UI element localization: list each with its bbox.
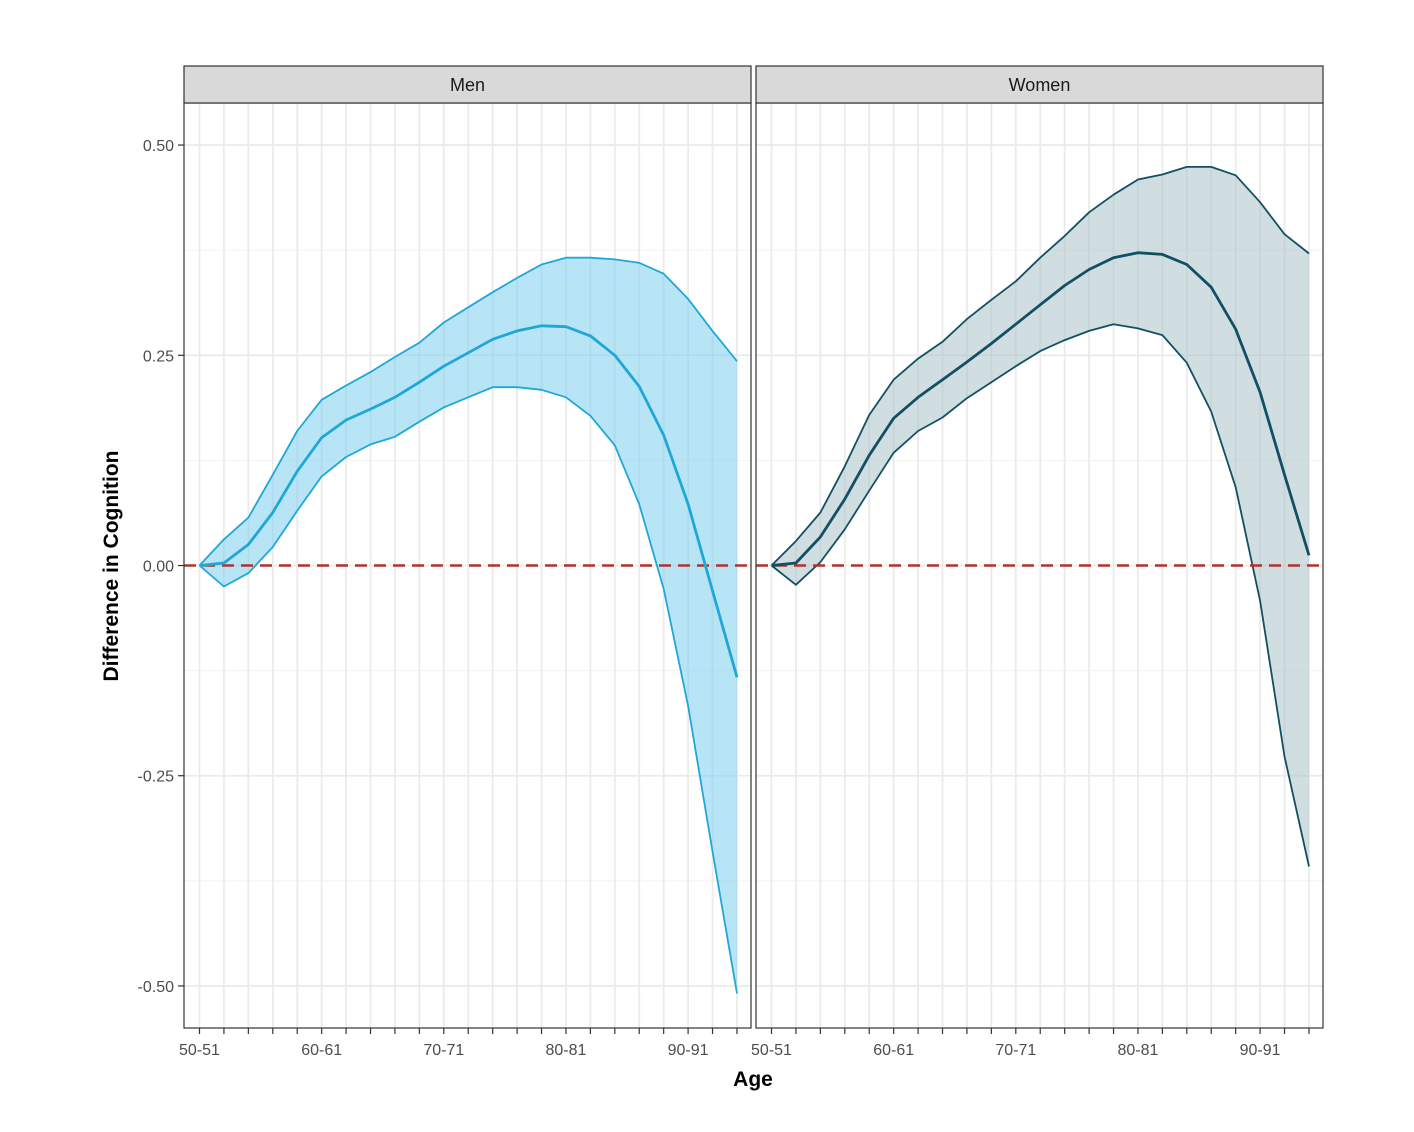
y-tick-label: 0.00 — [143, 559, 174, 576]
x-tick-label: 60-61 — [301, 1042, 342, 1059]
y-axis-title: Difference in Cognition — [100, 451, 123, 682]
estimate-line — [199, 324, 739, 678]
y-tick-label: 0.50 — [143, 138, 174, 155]
x-tick-label: 90-91 — [668, 1042, 709, 1059]
upper-bound-line — [770, 165, 1310, 567]
strip-header — [755, 65, 1324, 104]
x-tick-label: 50-51 — [179, 1042, 220, 1059]
confidence-band — [199, 257, 737, 994]
lower-bound-line — [198, 386, 738, 994]
upper-bound-line — [198, 256, 738, 567]
panel-men: Men 50-51 60-61 70-71 80-81 90-91 — [179, 65, 752, 1059]
estimate-line — [771, 251, 1311, 567]
y-tick-label: -0.50 — [138, 979, 175, 996]
x-tick-label: 50-51 — [751, 1042, 792, 1059]
confidence-band — [771, 166, 1309, 867]
y-axis: 0.50 0.25 0.00 -0.25 -0.50 — [138, 138, 184, 996]
strip-label: Women — [1009, 75, 1071, 95]
strip-header — [183, 65, 752, 104]
lower-bound-line — [770, 323, 1310, 867]
facet-panels: Men 50-51 60-61 70-71 80-81 90-91 Women 50-51 60… — [179, 65, 1324, 1059]
x-tick-label: 80-81 — [1117, 1042, 1158, 1059]
y-tick-label: 0.25 — [143, 348, 174, 365]
strip-label: Men — [450, 75, 485, 95]
x-tick-label: 90-91 — [1240, 1042, 1281, 1059]
panel-women: Women 50-51 60-61 70-71 80-81 90-91 — [751, 65, 1324, 1059]
x-tick-label: 60-61 — [873, 1042, 914, 1059]
x-axis-title: Age — [733, 1068, 773, 1091]
x-tick-label: 80-81 — [545, 1042, 586, 1059]
x-tick-label: 70-71 — [995, 1042, 1036, 1059]
y-tick-label: -0.25 — [138, 769, 175, 786]
x-tick-label: 70-71 — [423, 1042, 464, 1059]
